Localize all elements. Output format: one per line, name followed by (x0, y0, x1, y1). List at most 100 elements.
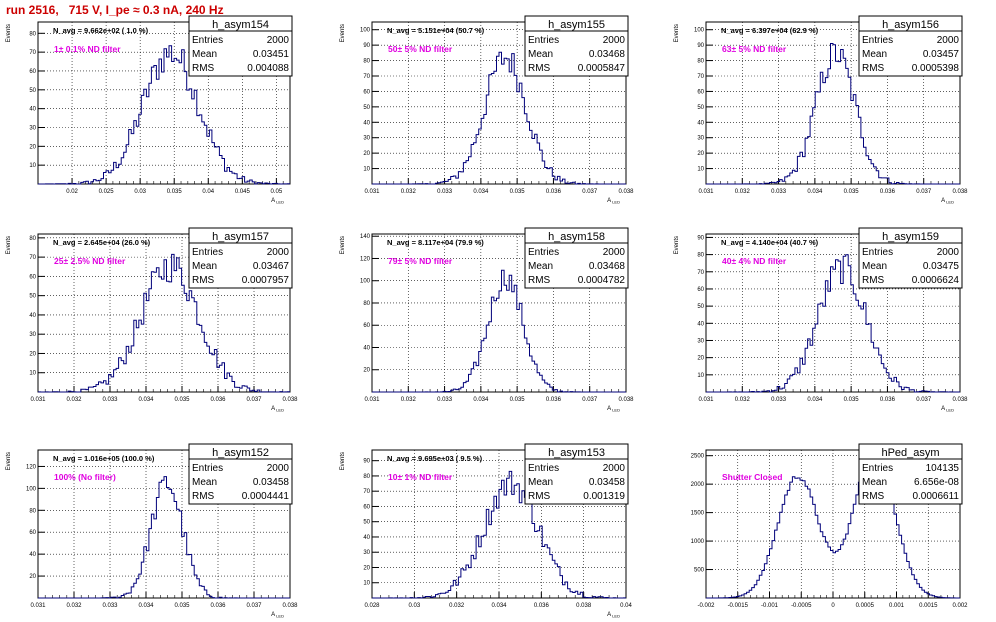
x-tick-label: 0.025 (99, 189, 115, 195)
x-tick-label: 0.0015 (919, 603, 938, 609)
x-tick-label: 0.031 (698, 189, 714, 195)
stats-key-mean: Mean (192, 477, 217, 488)
x-tick-label: 0.031 (30, 603, 46, 609)
x-axis-label: A LED (271, 198, 284, 205)
x-tick-label: 0.035 (174, 397, 190, 403)
y-tick-label: 70 (363, 489, 370, 495)
y-tick-label: 30 (363, 550, 370, 556)
stats-value-entries: 2000 (267, 463, 290, 474)
histogram-panel-h_asym159: 0.031 0.032 0.033 0.034 0.035 0.036 0.037 0.038… (674, 227, 968, 413)
y-axis-label: Events (340, 236, 346, 254)
y-tick-label: 40 (363, 120, 370, 126)
x-tick-label: 0.036 (546, 189, 562, 195)
y-tick-label: 90 (697, 43, 704, 49)
x-tick-label: 0.032 (66, 397, 82, 403)
y-tick-label: 20 (697, 356, 704, 362)
x-axis-label: A LED (941, 406, 954, 413)
stats-value-rms: 0.0006624 (912, 275, 960, 286)
navg-label: N_avg = 8.117e+04 (79.9 %) (387, 238, 484, 247)
x-tick-label: 0.037 (916, 189, 932, 195)
y-tick-label: 60 (363, 504, 370, 510)
x-tick-label: 0.038 (618, 189, 634, 195)
y-tick-label: 80 (697, 59, 704, 65)
histogram-name: h_asym158 (548, 231, 605, 243)
x-tick-label: 0.032 (401, 397, 417, 403)
stats-box-frame (188, 227, 293, 289)
y-axis-label: Events (6, 24, 12, 42)
stats-key-entries: Entries (862, 247, 893, 258)
stats-key-rms: RMS (862, 63, 885, 74)
x-tick-label: -0.0005 (791, 603, 812, 609)
stats-box-frame (858, 15, 963, 77)
y-tick-label: 30 (697, 338, 704, 344)
y-tick-label: 40 (29, 552, 36, 558)
histogram-line (372, 470, 626, 599)
y-tick-label: 100 (360, 28, 371, 34)
stats-value-rms: 0.0007957 (242, 275, 290, 286)
y-tick-label: 70 (697, 74, 704, 80)
histogram-panel-h_asym154: 0.02 0.025 0.03 0.035 0.04 0.045 0.05 10 20 30 40 5… (6, 15, 293, 205)
y-tick-label: 120 (26, 464, 37, 470)
histogram-line (38, 253, 290, 393)
x-tick-label: 0.038 (952, 397, 968, 403)
histogram-name: hPed_asym (881, 447, 939, 459)
stats-box: h_asym156 Entries 2000 Mean 0.03457 RMS 0.0005… (858, 15, 963, 77)
y-tick-label: 80 (29, 236, 36, 242)
histogram-panel-h_asym156: 0.031 0.032 0.033 0.034 0.035 0.036 0.037 0.038… (674, 15, 968, 205)
y-tick-label: 40 (697, 120, 704, 126)
x-tick-label: 0.034 (138, 603, 154, 609)
stats-key-mean: Mean (862, 49, 887, 60)
y-tick-label: 50 (29, 294, 36, 300)
x-tick-label: 0.038 (618, 397, 634, 403)
x-tick-label: 0.037 (246, 397, 262, 403)
histogram-line (372, 269, 626, 393)
x-tick-label: 0.036 (210, 603, 226, 609)
x-tick-label: 0.04 (620, 603, 632, 609)
stats-key-rms: RMS (862, 491, 885, 502)
page-title: run 2516, 715 V, I_pe ≈ 0.3 nA, 240 Hz (6, 3, 224, 17)
stats-value-mean: 0.03468 (589, 49, 626, 60)
x-tick-label: 0.036 (880, 397, 896, 403)
stats-value-entries: 2000 (267, 247, 290, 258)
x-tick-label: 0.038 (576, 603, 592, 609)
x-tick-label: 0.035 (844, 189, 860, 195)
histogram-panel-h_asym155: 0.031 0.032 0.033 0.034 0.035 0.036 0.037 0.038… (340, 15, 634, 205)
y-tick-label: 30 (697, 136, 704, 142)
y-tick-label: 70 (697, 270, 704, 276)
x-axis-label: A LED (607, 612, 620, 619)
x-tick-label: 0.033 (771, 397, 787, 403)
stats-box: h_asym159 Entries 2000 Mean 0.03475 RMS 0.0006… (858, 227, 963, 289)
x-tick-label: 0 (831, 603, 835, 609)
x-tick-label: 0.037 (582, 397, 598, 403)
stats-box-frame (524, 15, 629, 77)
y-axis-label: Events (674, 24, 680, 42)
stats-key-entries: Entries (192, 35, 223, 46)
stats-box-frame (188, 15, 293, 77)
x-axis-label: A LED (941, 198, 954, 205)
x-tick-label: 0.031 (364, 397, 380, 403)
y-tick-label: 30 (29, 125, 36, 131)
y-tick-label: 80 (363, 301, 370, 307)
y-tick-label: 1000 (691, 539, 705, 545)
plot-frame (37, 449, 291, 599)
x-tick-label: 0.033 (771, 189, 787, 195)
histogram-panel-hPed_asym: -0.002 -0.0015 -0.001 -0.0005 0 0.0005 0.001 0.… (691, 443, 968, 609)
stats-key-mean: Mean (862, 261, 887, 272)
stats-value-rms: 0.0005398 (912, 63, 960, 74)
stats-box-frame (524, 227, 629, 289)
filter-label: Shutter Closed (722, 472, 782, 482)
stats-key-entries: Entries (528, 35, 559, 46)
histogram-panel-h_asym152: 0.031 0.032 0.033 0.034 0.035 0.036 0.037 0.038… (6, 443, 298, 619)
stats-value-rms: 0.0005847 (578, 63, 626, 74)
x-tick-label: 0.032 (66, 603, 82, 609)
stats-value-rms: 0.0004441 (242, 491, 290, 502)
histogram-panel-h_asym158: 0.031 0.032 0.033 0.034 0.035 0.036 0.037 0.038… (340, 227, 634, 413)
histogram-line (372, 51, 626, 185)
x-axis-label: A LED (271, 406, 284, 413)
navg-label: N_avg = 9.695e+03 ( 9.5 %) (387, 454, 483, 463)
y-tick-label: 40 (363, 345, 370, 351)
navg-label: N_avg = 6.397e+04 (62.9 %) (721, 26, 819, 35)
y-tick-label: 10 (29, 163, 36, 169)
y-tick-label: 80 (29, 31, 36, 37)
